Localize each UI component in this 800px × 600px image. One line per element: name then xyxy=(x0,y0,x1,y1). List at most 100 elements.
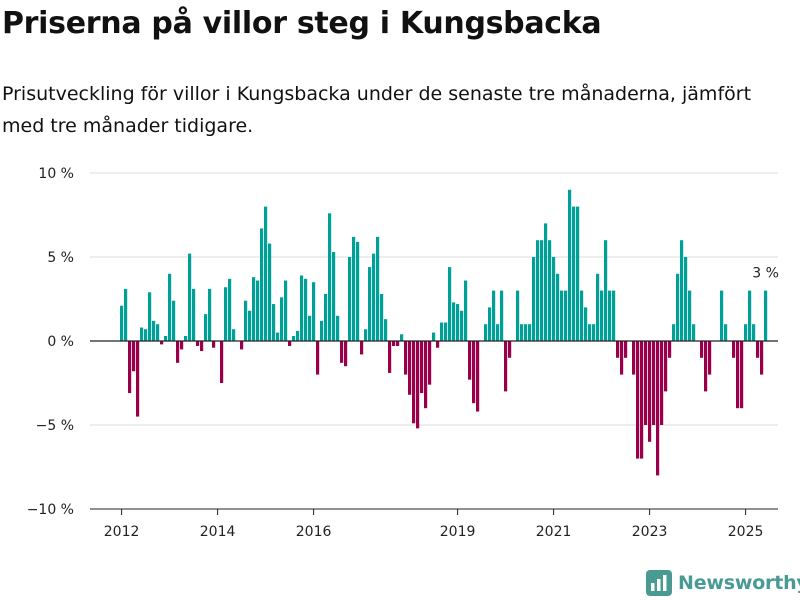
bar xyxy=(452,302,456,341)
bar xyxy=(352,236,356,341)
bar xyxy=(384,319,388,341)
chart-subtitle: Prisutveckling för villor i Kungsbacka u… xyxy=(2,83,752,137)
bar xyxy=(540,240,544,341)
bar xyxy=(720,290,724,341)
bar xyxy=(676,273,680,341)
bar xyxy=(396,341,400,347)
bar xyxy=(260,228,264,341)
x-tick-label: 2012 xyxy=(104,524,140,540)
bar xyxy=(744,324,748,341)
bar xyxy=(420,341,424,394)
bar xyxy=(392,341,396,347)
bar xyxy=(672,324,676,341)
bar xyxy=(752,324,756,341)
bar xyxy=(764,290,768,341)
bar xyxy=(364,329,368,341)
bar xyxy=(636,341,640,459)
bar xyxy=(740,341,744,409)
bar xyxy=(412,341,416,424)
bar xyxy=(208,288,212,341)
bar xyxy=(492,290,496,341)
x-tick-label: 2025 xyxy=(728,524,764,540)
bar xyxy=(416,341,420,429)
brand-logo: Newsworthy xyxy=(646,568,800,598)
bar xyxy=(316,341,320,375)
bar xyxy=(520,324,524,341)
bar xyxy=(448,267,452,341)
bar xyxy=(256,280,260,341)
bar xyxy=(372,253,376,341)
bar xyxy=(304,278,308,341)
x-tick-label: 2019 xyxy=(440,524,476,540)
bar xyxy=(600,290,604,341)
bar xyxy=(148,292,152,341)
bar xyxy=(760,341,764,375)
bar xyxy=(188,253,192,341)
bar xyxy=(380,293,384,341)
bar xyxy=(464,280,468,341)
bar xyxy=(436,341,440,348)
bar xyxy=(356,241,360,341)
bar xyxy=(704,341,708,392)
bar xyxy=(228,278,232,341)
newsworthy-logo-icon xyxy=(646,570,672,596)
bar xyxy=(408,341,412,395)
bar xyxy=(624,341,628,358)
y-tick-label: −10 % xyxy=(27,502,74,518)
bar xyxy=(192,288,196,341)
bar xyxy=(340,341,344,363)
bar xyxy=(488,307,492,341)
bar xyxy=(552,257,556,341)
bar xyxy=(296,330,300,341)
bar xyxy=(444,322,448,341)
bar xyxy=(172,300,176,341)
bar xyxy=(528,324,532,341)
bar xyxy=(524,324,528,341)
bar xyxy=(756,341,760,358)
bar xyxy=(596,273,600,341)
last-value-label: 3 % xyxy=(752,266,779,282)
bar xyxy=(152,320,156,341)
bar xyxy=(312,282,316,341)
bar xyxy=(320,320,324,341)
bar xyxy=(328,213,332,341)
bar xyxy=(120,305,124,341)
bar xyxy=(344,341,348,367)
bar xyxy=(656,341,660,476)
bar xyxy=(224,287,228,341)
bar xyxy=(468,341,472,380)
bar xyxy=(644,341,648,425)
bar xyxy=(196,341,200,347)
bar xyxy=(440,322,444,341)
bar xyxy=(428,341,432,385)
y-tick-label: 0 % xyxy=(47,334,74,350)
y-tick-label: 10 % xyxy=(38,166,74,182)
bar xyxy=(432,332,436,341)
bar xyxy=(232,329,236,341)
bar xyxy=(460,310,464,341)
bar xyxy=(588,324,592,341)
bar xyxy=(612,290,616,341)
bar xyxy=(708,341,712,375)
bar xyxy=(680,240,684,341)
bar xyxy=(700,341,704,358)
bar xyxy=(532,257,536,341)
x-tick-label: 2021 xyxy=(536,524,572,540)
bar xyxy=(564,290,568,341)
bar xyxy=(240,341,244,350)
x-tick-label: 2016 xyxy=(296,524,332,540)
bar xyxy=(388,341,392,373)
bar xyxy=(276,332,280,341)
brand-name: Newsworthy xyxy=(678,572,800,594)
bar xyxy=(684,257,688,341)
bar xyxy=(244,300,248,341)
bar xyxy=(424,341,428,409)
bar xyxy=(484,324,488,341)
x-tick-label: 2014 xyxy=(200,524,236,540)
bar xyxy=(160,341,164,345)
bar xyxy=(280,297,284,341)
bar xyxy=(284,280,288,341)
bar xyxy=(156,324,160,341)
bar xyxy=(592,324,596,341)
bar xyxy=(576,206,580,341)
